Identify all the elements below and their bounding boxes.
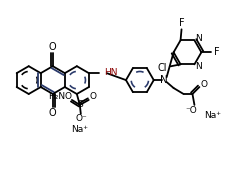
Text: O: O — [201, 80, 208, 89]
Text: Cl: Cl — [158, 63, 167, 73]
Text: HN: HN — [104, 68, 117, 77]
Text: N: N — [195, 62, 202, 71]
Text: H₂N: H₂N — [48, 92, 65, 101]
Text: Na⁺: Na⁺ — [71, 125, 88, 134]
Text: O: O — [49, 108, 57, 118]
Text: O: O — [89, 92, 96, 101]
Text: F: F — [214, 47, 220, 57]
Text: ⁻O: ⁻O — [186, 106, 197, 115]
Text: O: O — [64, 92, 71, 101]
Text: S: S — [77, 100, 83, 109]
Text: N: N — [195, 34, 202, 43]
Text: O⁻: O⁻ — [76, 114, 88, 123]
Text: Na⁺: Na⁺ — [204, 111, 221, 120]
Text: N: N — [160, 75, 167, 85]
Text: O: O — [49, 42, 57, 52]
Text: F: F — [179, 18, 184, 28]
